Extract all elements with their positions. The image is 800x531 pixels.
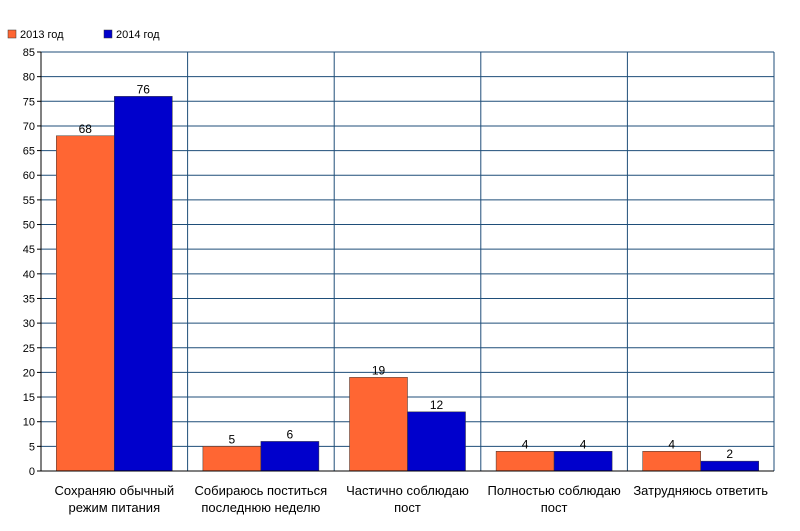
bar-2014-год-2 [407,411,466,472]
y-tick-label: 50 [23,220,35,232]
data-label: 12 [430,398,444,412]
data-label: 76 [137,82,151,96]
data-label: 4 [580,437,587,451]
category-label-line: пост [394,500,421,515]
category-label: Сохраняю обычный режим питания [55,483,175,515]
legend-swatch-1 [103,29,113,39]
y-tick-label: 35 [23,293,35,305]
legend: 2013 год 2014 год [7,29,160,41]
bar-2013-год-1 [202,446,262,472]
y-tick-label: 10 [23,417,35,429]
category-label-line: последнюю неделю [201,500,320,515]
y-tick-label: 0 [29,466,35,478]
y-tick-label: 15 [23,392,35,404]
category-label-line: Собираюсь поститься [195,483,328,498]
y-tick-labels: 0 5 10 15 20 25 30 35 40 45 50 55 60 65 70 75 80 85 [23,47,35,478]
bar-2014-год-4 [700,460,759,472]
legend-label-0: 2013 год [20,29,64,41]
y-tick-label: 5 [29,441,35,453]
bar-2013-год-0 [56,135,115,472]
category-label: Собираюсь поститься последнюю неделю [195,483,328,515]
data-label: 4 [668,437,675,451]
y-tick-label: 70 [23,121,35,133]
y-tick-label: 85 [23,47,35,59]
category-label-line: Частично соблюдаю [346,483,469,498]
data-label: 19 [372,363,386,377]
data-label: 4 [522,437,529,451]
category-label: Частично соблюдаю пост [346,483,469,515]
y-tick-label: 80 [23,72,35,84]
data-label: 2 [726,447,733,461]
bar-2014-год-1 [260,441,320,472]
y-tick-label: 60 [23,170,35,182]
y-tick-label: 55 [23,195,35,207]
y-tick-label: 30 [23,318,35,330]
bar-2013-год-2 [349,377,408,472]
legend-label-1: 2014 год [116,29,160,41]
bar-2014-год-3 [553,451,613,472]
legend-swatch-0 [7,29,17,39]
data-label: 5 [229,432,236,446]
data-labels: 68 76 5 6 19 12 4 4 4 2 [79,82,734,461]
bars [56,96,759,472]
category-labels: Сохраняю обычный режим питания Собираюсь п… [55,483,769,515]
y-tick-label: 75 [23,96,35,108]
bar-2013-год-4 [642,451,701,472]
category-label-line: пост [541,500,568,515]
axes [37,51,774,472]
category-label: Полностью соблюдаю пост [487,483,620,515]
data-label: 6 [287,427,294,441]
y-tick-label: 20 [23,367,35,379]
y-tick-label: 40 [23,269,35,281]
y-tick-label: 45 [23,244,35,256]
bar-2014-год-0 [114,96,173,472]
y-tick-label: 65 [23,146,35,158]
category-label-line: Затрудняюсь ответить [633,483,768,498]
category-label: Затрудняюсь ответить [633,483,768,498]
category-label-line: Сохраняю обычный [55,483,175,498]
bar-2013-год-3 [495,451,555,472]
category-label-line: Полностью соблюдаю [487,483,620,498]
data-label: 68 [79,122,93,136]
y-tick-label: 25 [23,343,35,355]
category-label-line: режим питания [68,500,160,515]
